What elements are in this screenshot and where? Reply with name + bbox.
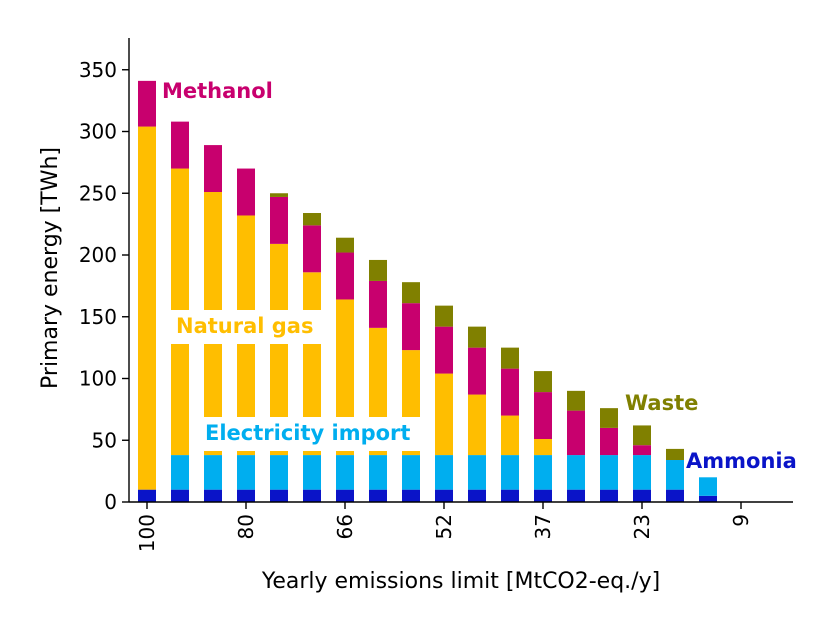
ammonia-label: Ammonia <box>686 449 797 473</box>
y-ticks: 0 50 100 150 200 250 300 350 <box>79 58 129 514</box>
bar-methanol-11 <box>501 368 519 416</box>
bar-ammonia-10 <box>468 489 486 502</box>
bar-electricity-import-5 <box>303 455 321 490</box>
bar-electricity-import-2 <box>204 455 222 490</box>
bar-methanol-14 <box>600 427 618 456</box>
bar-methanol-6 <box>336 252 354 300</box>
bar-ammonia-4 <box>270 489 288 502</box>
bar-waste-5 <box>303 213 321 226</box>
bar-ammonia-5 <box>303 489 321 502</box>
bar-methanol-12 <box>534 392 552 440</box>
x-tick-label-37: 37 <box>531 514 555 539</box>
bar-electricity-import-11 <box>501 455 519 490</box>
x-tick-label-66: 66 <box>333 514 357 539</box>
x-tick-label-80: 80 <box>234 514 258 539</box>
bar-natural-gas-10 <box>468 394 486 456</box>
bar-methanol-10 <box>468 347 486 395</box>
bar-methanol-7 <box>369 280 387 328</box>
y-tick-label-250: 250 <box>79 181 117 205</box>
bar-electricity-import-1 <box>171 455 189 490</box>
bar-waste-12 <box>534 371 552 393</box>
bar-ammonia-9 <box>435 489 453 502</box>
y-tick-label-50: 50 <box>92 428 117 452</box>
bar-waste-13 <box>567 390 585 411</box>
bar-electricity-import-16 <box>666 460 684 490</box>
bar-waste-4 <box>270 193 288 197</box>
bar-electricity-import-4 <box>270 455 288 490</box>
bar-natural-gas-6 <box>336 299 354 456</box>
bar-ammonia-15 <box>633 489 651 502</box>
bar-waste-6 <box>336 237 354 253</box>
bar-electricity-import-12 <box>534 455 552 490</box>
bar-electricity-import-7 <box>369 455 387 490</box>
bar-ammonia-3 <box>237 489 255 502</box>
x-tick-label-100: 100 <box>135 514 159 552</box>
electricity-import-label: Electricity import <box>205 421 410 445</box>
axes: 0 50 100 150 200 250 300 350 100 80 66 52 37 23 9 <box>79 38 793 552</box>
y-tick-label-200: 200 <box>79 243 117 267</box>
bar-natural-gas-4 <box>270 243 288 456</box>
bar-ammonia-14 <box>600 489 618 502</box>
bar-ammonia-6 <box>336 489 354 502</box>
natural-gas-label: Natural gas <box>176 314 313 338</box>
bar-natural-gas-12 <box>534 439 552 456</box>
bar-electricity-import-13 <box>567 455 585 490</box>
bar-methanol-9 <box>435 326 453 374</box>
methanol-label: Methanol <box>162 79 273 103</box>
bar-electricity-import-14 <box>600 455 618 490</box>
bar-methanol-1 <box>171 121 189 169</box>
bar-electricity-import-10 <box>468 455 486 490</box>
bar-methanol-15 <box>633 445 651 456</box>
bar-waste-9 <box>435 305 453 327</box>
bar-ammonia-12 <box>534 489 552 502</box>
bar-ammonia-17 <box>699 495 717 502</box>
bar-ammonia-2 <box>204 489 222 502</box>
bar-methanol-4 <box>270 196 288 244</box>
y-tick-label-0: 0 <box>104 490 117 514</box>
bar-methanol-13 <box>567 410 585 456</box>
bar-natural-gas-0 <box>138 126 156 490</box>
bar-ammonia-16 <box>666 489 684 502</box>
bar-electricity-import-3 <box>237 455 255 490</box>
bar-methanol-3 <box>237 168 255 216</box>
y-tick-label-300: 300 <box>79 120 117 144</box>
bar-electricity-import-9 <box>435 455 453 490</box>
bar-electricity-import-17 <box>699 477 717 496</box>
x-ticks: 100 80 66 52 37 23 9 <box>135 502 753 552</box>
bar-waste-14 <box>600 408 618 428</box>
bar-ammonia-13 <box>567 489 585 502</box>
y-tick-label-350: 350 <box>79 58 117 82</box>
bar-waste-15 <box>633 425 651 446</box>
bar-ammonia-7 <box>369 489 387 502</box>
bar-waste-10 <box>468 326 486 348</box>
x-tick-label-9: 9 <box>729 514 753 527</box>
bar-waste-8 <box>402 282 420 304</box>
bar-electricity-import-15 <box>633 455 651 490</box>
y-axis-title: Primary energy [TWh] <box>38 147 63 389</box>
bar-ammonia-0 <box>138 489 156 502</box>
bar-waste-11 <box>501 347 519 369</box>
bar-electricity-import-6 <box>336 455 354 490</box>
electricity-label-bg <box>200 417 420 451</box>
y-tick-label-100: 100 <box>79 367 117 391</box>
bar-methanol-0 <box>138 80 156 127</box>
bar-ammonia-11 <box>501 489 519 502</box>
bar-electricity-import-8 <box>402 455 420 490</box>
x-axis-title: Yearly emissions limit [MtCO2-eq./y] <box>261 569 660 594</box>
natural-gas-label-bg <box>170 310 330 344</box>
bar-natural-gas-11 <box>501 415 519 456</box>
x-tick-label-52: 52 <box>432 514 456 539</box>
bar-waste-16 <box>666 448 684 461</box>
bar-methanol-2 <box>204 145 222 193</box>
bar-methanol-8 <box>402 303 420 351</box>
bar-natural-gas-9 <box>435 373 453 456</box>
y-tick-label-150: 150 <box>79 305 117 329</box>
bar-waste-7 <box>369 259 387 281</box>
waste-label: Waste <box>625 391 698 415</box>
bar-ammonia-8 <box>402 489 420 502</box>
bar-ammonia-1 <box>171 489 189 502</box>
x-tick-label-23: 23 <box>630 514 654 539</box>
bar-methanol-5 <box>303 225 321 273</box>
